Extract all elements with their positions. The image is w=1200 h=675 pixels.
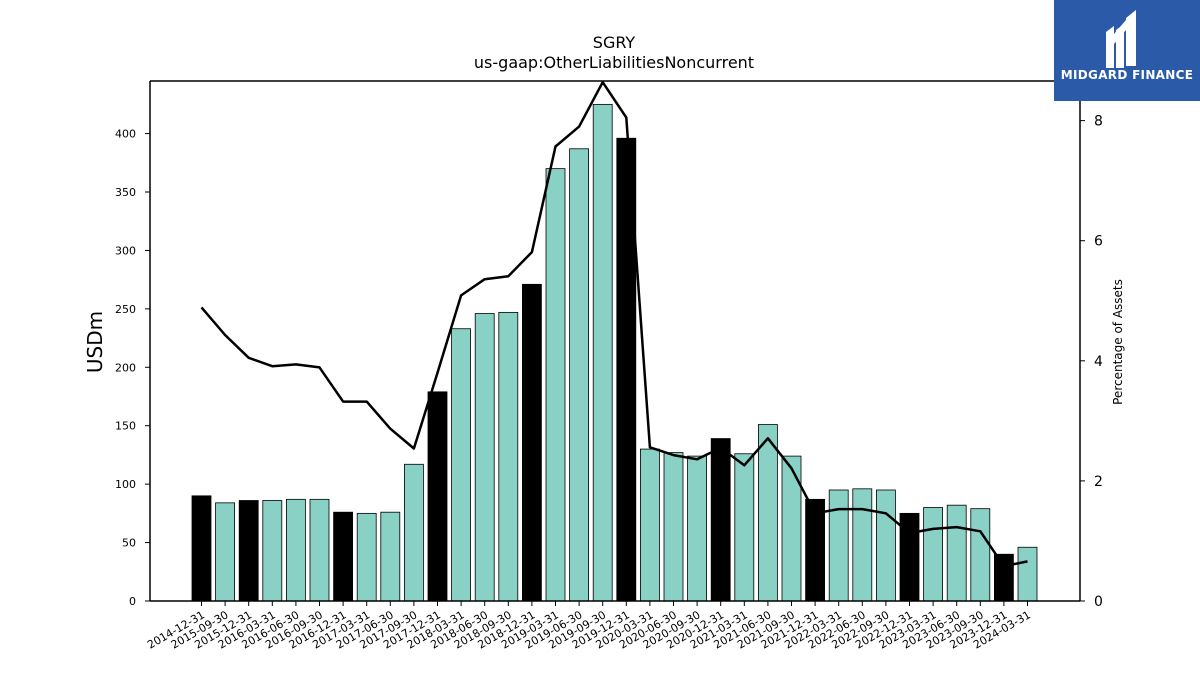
bar [663,452,684,602]
y-tick-label: 100 [115,478,136,491]
y2-tick-label: 8 [1094,114,1103,130]
bar [758,424,778,602]
y-tick-label: 350 [115,186,136,199]
bar [309,498,330,602]
bar [238,500,259,602]
y-tick-label: 150 [115,420,136,433]
y2-tick-label: 0 [1094,594,1103,610]
bar [262,500,283,602]
bar [403,463,424,602]
y-tick-label: 50 [122,537,136,550]
bar [592,103,613,602]
y-tick-label: 0 [129,595,136,608]
y-axis-label: USDm [83,311,107,373]
x-ticks-group: 2014-12-312015-09-302015-12-312016-03-31… [145,601,1033,652]
bar [994,553,1014,602]
bar [1017,546,1038,602]
bar [805,498,825,602]
y-tick-label: 300 [115,244,136,257]
logo-text: MIDGARD FINANCE [1060,68,1194,82]
bar [191,495,212,602]
bar [734,453,755,602]
bar [356,512,377,602]
bar [498,311,519,602]
bar [781,455,802,602]
axes-group [149,80,1081,602]
logo: MIDGARD FINANCE [1054,0,1200,101]
bar [474,313,495,602]
logo-icon [1106,10,1136,68]
bar [946,504,967,602]
bars-group [191,103,1038,602]
bar [427,391,448,602]
bar [828,489,849,602]
bar [285,498,306,602]
bar [545,168,566,602]
y-tick-label: 200 [115,361,136,374]
chart-title: SGRY [593,33,636,52]
bar [687,455,707,602]
bar [970,508,991,602]
bar [215,502,236,602]
y2-tick-label: 6 [1094,234,1103,250]
y-ticks-group: 0 50 100 150 200 250 300 350 400 [115,128,150,608]
y2-ticks-group: 0 2 4 6 8 [1080,114,1103,610]
y2-axis-label: Percentage of Assets [1111,279,1125,405]
y2-tick-label: 4 [1094,354,1103,370]
bar [710,438,731,602]
line-group [200,80,1028,568]
bar [380,511,401,602]
bar [333,511,354,602]
bar [923,507,943,602]
bar [569,148,589,602]
bar [522,283,542,602]
bar [451,328,472,602]
series-line [200,80,1028,568]
bar [876,489,896,602]
chart-subtitle: us-gaap:OtherLiabilitiesNoncurrent [474,53,754,72]
bar [852,488,873,602]
y-tick-label: 400 [115,128,136,141]
bar [640,448,660,602]
y2-tick-label: 2 [1094,474,1103,490]
y-tick-label: 250 [115,303,136,316]
